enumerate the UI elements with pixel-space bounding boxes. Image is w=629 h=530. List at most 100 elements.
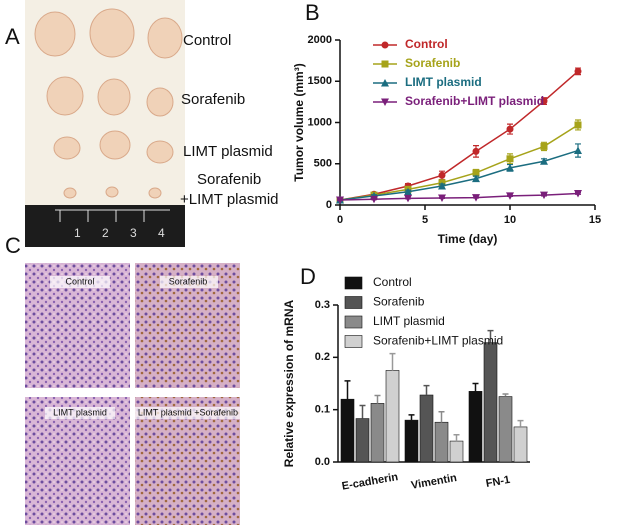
y-tick-label: 0.1 — [315, 404, 330, 416]
caption-bg — [160, 276, 218, 288]
bar — [434, 421, 449, 463]
marker — [540, 97, 548, 105]
bar — [513, 426, 528, 463]
marker — [336, 196, 344, 205]
error-bar — [423, 384, 430, 396]
legend-swatch — [344, 276, 363, 290]
group-label: Sorafenib — [181, 91, 245, 108]
bar — [340, 398, 355, 463]
bar — [449, 440, 464, 463]
x-axis-label: Time (day) — [438, 232, 498, 246]
x-tick-label: 15 — [589, 214, 601, 226]
x-tick-label: FN-1 — [485, 474, 511, 490]
legend-swatch — [344, 315, 363, 329]
x-tick-label: Vimentin — [410, 472, 458, 492]
marker — [506, 125, 514, 133]
error-bar — [389, 352, 396, 371]
panel-letter: D — [300, 264, 316, 289]
y-tick-label: 1500 — [308, 75, 332, 87]
x-tick-label: 10 — [504, 214, 516, 226]
marker — [506, 163, 514, 172]
error-bar — [359, 404, 366, 419]
panel-letter: C — [5, 233, 21, 258]
error-bar — [487, 329, 494, 343]
marker — [506, 155, 514, 163]
error-bar — [472, 382, 479, 392]
error-bar — [374, 394, 381, 404]
x-tick-label: E-cadherin — [341, 471, 399, 493]
caption-bg — [50, 276, 110, 288]
y-tick-label: 0.2 — [315, 351, 330, 363]
group-label: +LIMT plasmid — [180, 191, 279, 208]
marker — [438, 182, 446, 190]
image-caption: Sorafenib — [169, 276, 208, 286]
group-label: LIMT plasmid — [183, 143, 273, 160]
line — [339, 124, 579, 201]
y-tick-label: 0.0 — [315, 456, 330, 468]
bar — [370, 403, 385, 463]
marker — [438, 171, 446, 179]
image-caption: Control — [65, 276, 94, 286]
marker — [472, 194, 480, 202]
legend-swatch — [344, 335, 363, 348]
marker — [404, 194, 412, 203]
marker — [438, 194, 446, 202]
caption-bg — [132, 407, 244, 419]
bar — [404, 419, 419, 463]
error-bar — [344, 380, 351, 400]
marker — [574, 67, 582, 75]
ruler-label: 3 — [130, 226, 137, 240]
tumors — [34, 8, 183, 199]
ruler-label: 1 — [74, 226, 81, 240]
bar — [468, 391, 483, 463]
image-caption: LIMT plasmid +Sorafenib — [138, 407, 238, 417]
image-caption: LIMT plasmid — [53, 407, 107, 417]
error-bar — [453, 434, 460, 442]
marker — [472, 174, 480, 183]
legend-label: LIMT plasmid — [405, 75, 482, 89]
y-axis-label: Relative expression of mRNA — [282, 299, 296, 467]
y-tick-label: 2000 — [308, 34, 332, 46]
group-label: Control — [183, 32, 231, 49]
y-tick-label: 500 — [314, 158, 332, 170]
ruler-label: 4 — [158, 226, 165, 240]
error-bar — [408, 414, 415, 421]
ruler — [25, 205, 185, 247]
marker — [574, 146, 582, 155]
panel-letter: A — [5, 24, 20, 49]
legend-marker — [381, 79, 389, 87]
ruler-label: 2 — [102, 226, 109, 240]
legend-label: Sorafenib+LIMT plasmid — [405, 94, 544, 108]
bar — [483, 342, 498, 463]
y-tick-label: 0 — [326, 199, 332, 211]
legend-label: Sorafenib+LIMT plasmid — [373, 334, 503, 348]
x-tick-label: 0 — [337, 214, 343, 226]
marker — [506, 192, 514, 200]
ruler-ticks — [55, 209, 170, 222]
marker — [472, 147, 480, 155]
marker — [540, 142, 548, 150]
marker — [574, 189, 582, 198]
marker — [472, 169, 480, 177]
legend-label: Sorafenib — [405, 56, 460, 70]
bar — [419, 394, 434, 463]
legend-swatch — [344, 296, 363, 309]
bar — [498, 396, 513, 463]
bar — [355, 418, 370, 463]
x-tick-label: 5 — [422, 214, 428, 226]
error-bar — [517, 419, 524, 427]
marker — [540, 191, 548, 200]
legend-label: Sorafenib — [373, 295, 425, 309]
bar — [385, 370, 400, 463]
legend-marker — [381, 98, 389, 106]
line — [339, 70, 579, 201]
legend-marker — [381, 60, 389, 68]
legend-label: LIMT plasmid — [373, 314, 445, 328]
y-axis-label: Tumor volume (mm³) — [292, 63, 306, 181]
error-bar — [438, 411, 445, 423]
line — [339, 149, 579, 201]
marker — [370, 195, 378, 204]
legend-label: Control — [405, 37, 448, 51]
y-tick-label: 0.3 — [315, 299, 330, 311]
